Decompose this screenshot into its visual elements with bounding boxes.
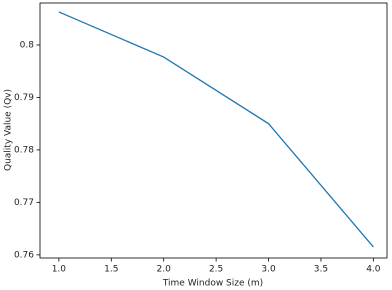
plot-frame xyxy=(39,2,388,259)
y-tick-label: 0.8 xyxy=(20,40,35,50)
x-tick-label: 4.0 xyxy=(366,265,381,275)
y-tick-label: 0.79 xyxy=(14,93,34,103)
x-tick-label: 3.0 xyxy=(261,265,276,275)
x-tick-label: 2.5 xyxy=(209,265,223,275)
x-tick-label: 2.0 xyxy=(157,265,172,275)
x-axis-label: Time Window Size (m) xyxy=(162,279,263,289)
data-line xyxy=(58,11,374,248)
y-tick-label: 0.77 xyxy=(14,198,34,208)
y-tick-label: 0.76 xyxy=(14,250,34,260)
x-tick-label: 3.5 xyxy=(314,265,328,275)
y-tick-label: 0.78 xyxy=(14,145,34,155)
x-tick-label: 1.5 xyxy=(104,265,118,275)
x-tick-label: 1.0 xyxy=(52,265,67,275)
y-axis-label: Quality Value (Qv) xyxy=(4,89,14,171)
